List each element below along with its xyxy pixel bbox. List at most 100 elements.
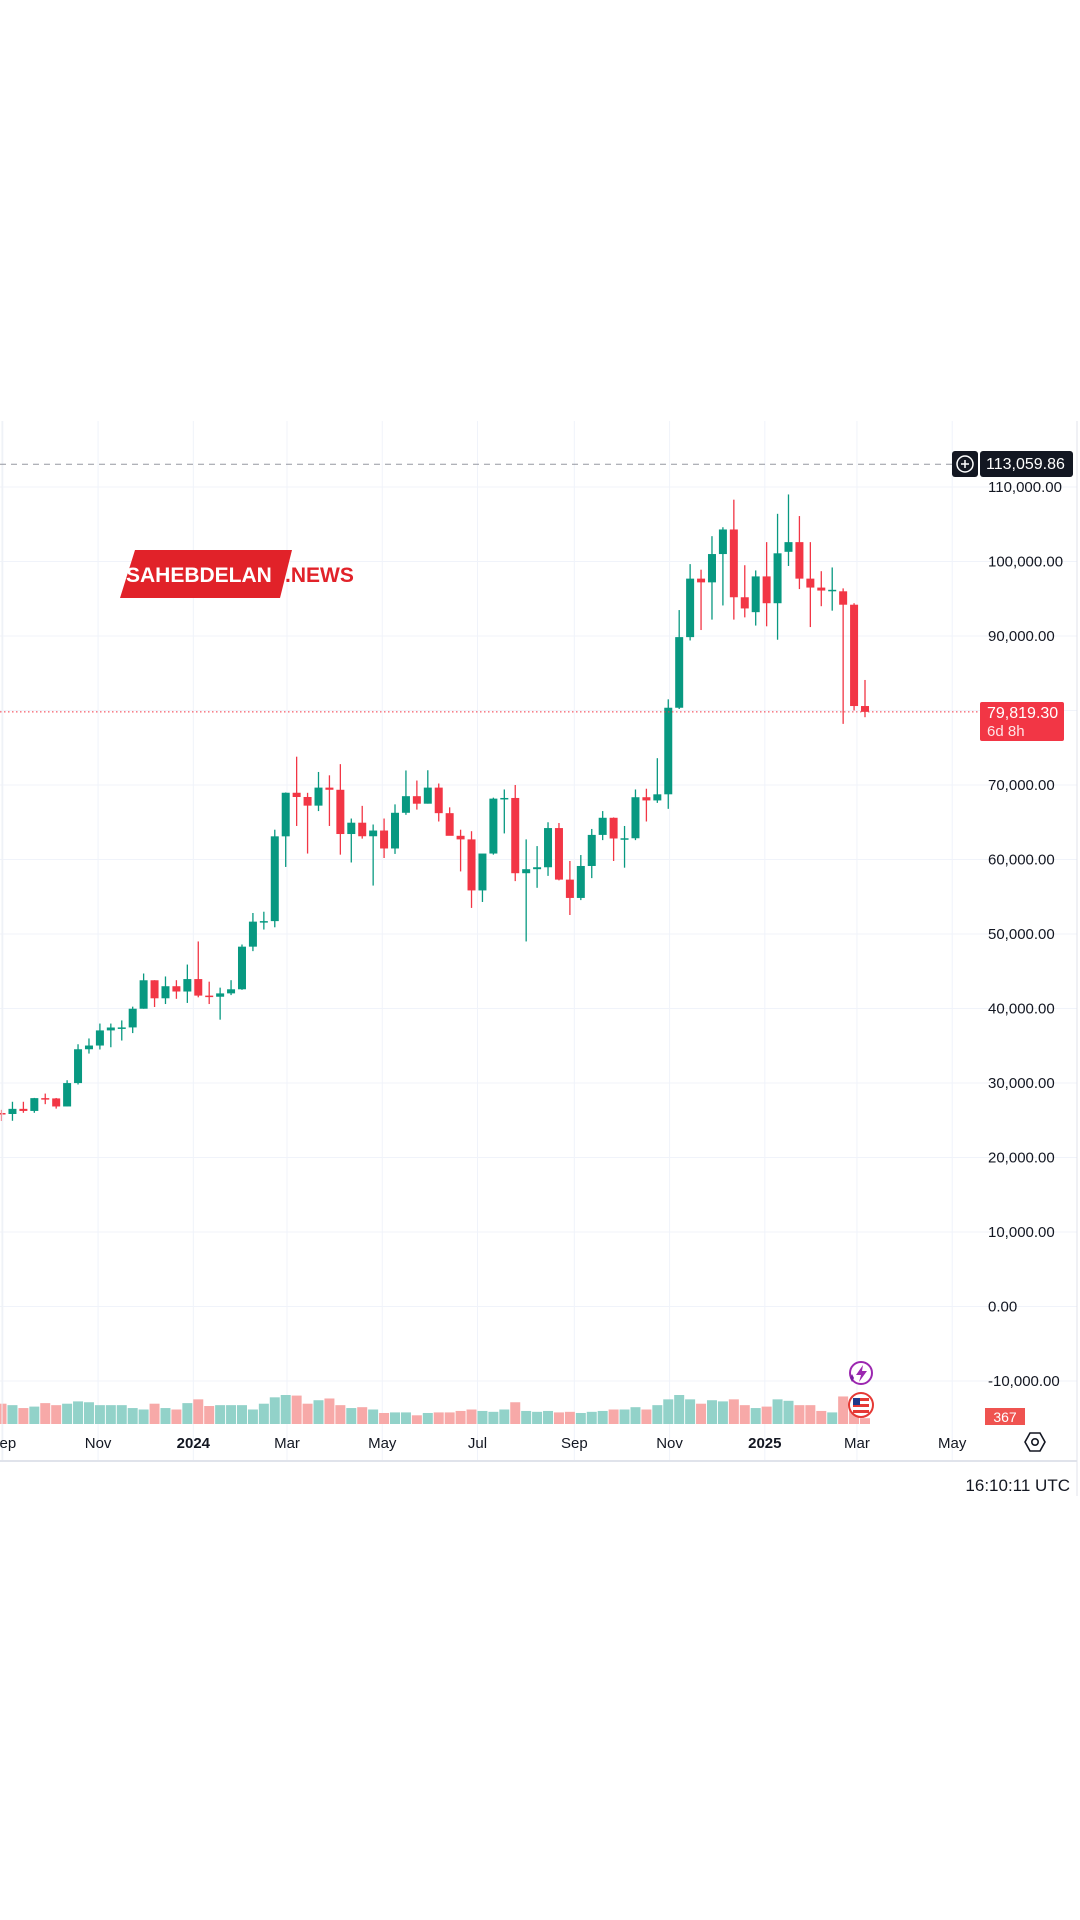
candle (489, 797, 498, 855)
volume-bar (105, 1405, 116, 1424)
candle (707, 536, 716, 620)
candle (609, 817, 618, 861)
time-tick-label: Jul (468, 1435, 487, 1452)
volume-bar (608, 1409, 619, 1424)
candle-series (0, 494, 869, 1121)
volume-bar (674, 1395, 685, 1424)
price-tick-label: 30,000.00 (988, 1075, 1055, 1092)
volume-bar (564, 1411, 575, 1424)
volume-bar (532, 1411, 543, 1424)
settings-icon[interactable] (1024, 1432, 1046, 1452)
candle (434, 783, 443, 822)
candle-body (0, 1113, 6, 1115)
volume-bar (860, 1418, 870, 1424)
candle-body (52, 1098, 61, 1107)
candle-body (806, 578, 815, 588)
volume-bar (313, 1400, 324, 1424)
candle (358, 805, 367, 839)
candle (150, 980, 159, 1008)
candle (41, 1093, 50, 1105)
volume-bar (280, 1395, 291, 1424)
volume-bar (7, 1405, 18, 1424)
price-tick-label: 50,000.00 (988, 926, 1055, 943)
price-tick-label: 20,000.00 (988, 1150, 1055, 1167)
us-flag-icon[interactable] (848, 1392, 874, 1418)
volume-bar (62, 1403, 73, 1424)
volume-bar (94, 1405, 105, 1424)
watermark-logo: SAHEBDELAN .NEWS (120, 550, 354, 598)
time-tick-label: 2025 (748, 1435, 781, 1452)
candle (784, 494, 793, 566)
volume-bar (368, 1409, 379, 1424)
volume-bar (160, 1408, 171, 1424)
candle-body (576, 865, 585, 898)
candle (106, 1023, 115, 1048)
lightning-icon[interactable] (849, 1361, 873, 1385)
price-tick-label: 70,000.00 (988, 777, 1055, 794)
volume-bar (455, 1410, 466, 1424)
volume-bar (827, 1412, 838, 1424)
candle-body (106, 1027, 115, 1031)
candle (194, 941, 203, 998)
candle (248, 912, 257, 952)
volume-bar (510, 1402, 521, 1424)
candle-body (511, 797, 520, 874)
volume-badge: 367 (985, 1408, 1025, 1425)
candle (205, 981, 214, 1005)
candle-body (194, 979, 203, 996)
time-axis[interactable]: Sep Nov 2024 Mar May Jul Sep Nov 2025 Mar May (0, 1435, 967, 1452)
candle-body (412, 796, 421, 804)
candle (587, 828, 596, 879)
candle-body (380, 830, 389, 849)
candle-body (391, 812, 400, 849)
candle (369, 824, 378, 886)
candle (183, 964, 192, 1003)
candle (117, 1020, 126, 1041)
candle-body (686, 578, 695, 638)
volume-bar (204, 1406, 215, 1424)
volume-bar (379, 1412, 390, 1424)
candle-body (478, 853, 487, 891)
candle (522, 839, 531, 942)
candle (718, 527, 727, 606)
candle-body (95, 1030, 104, 1046)
clock-timestamp[interactable]: 16:10:11 UTC (965, 1476, 1070, 1495)
candle (511, 785, 520, 882)
volume-bar (521, 1410, 532, 1424)
volume-series (0, 1395, 870, 1424)
candle (576, 855, 585, 901)
candle-body (150, 980, 159, 999)
volume-bar (477, 1410, 488, 1424)
candle (478, 853, 487, 902)
volume-bar (247, 1409, 258, 1424)
candle (391, 804, 400, 854)
candle-body (795, 542, 804, 579)
volume-bar (696, 1403, 707, 1424)
candle (675, 610, 684, 710)
candle-body (303, 796, 312, 806)
price-tick-label: 40,000.00 (988, 1001, 1055, 1018)
candle (128, 1006, 137, 1034)
candle-body (248, 921, 257, 947)
volume-bar (422, 1412, 433, 1424)
volume-bar (783, 1400, 794, 1424)
candle (8, 1101, 17, 1121)
volume-bar (291, 1395, 302, 1424)
candle-body (456, 835, 465, 840)
high-price-badge[interactable]: 113,059.86 (952, 451, 1073, 477)
candle-body (227, 989, 236, 994)
candle (380, 818, 389, 859)
time-tick-label: Nov (85, 1435, 112, 1452)
candle-body (489, 798, 498, 854)
candle-body (850, 604, 859, 707)
plus-circle-icon[interactable] (956, 455, 974, 473)
candle-body (653, 794, 662, 801)
candle-body (467, 839, 476, 891)
candle (303, 792, 312, 854)
candle-body (117, 1027, 126, 1029)
candle-body (84, 1045, 93, 1050)
price-axis[interactable]: 110,000.00 100,000.00 90,000.00 70,000.00 60… (988, 479, 1063, 1390)
candle-body (609, 817, 618, 839)
candle-body (434, 787, 443, 814)
